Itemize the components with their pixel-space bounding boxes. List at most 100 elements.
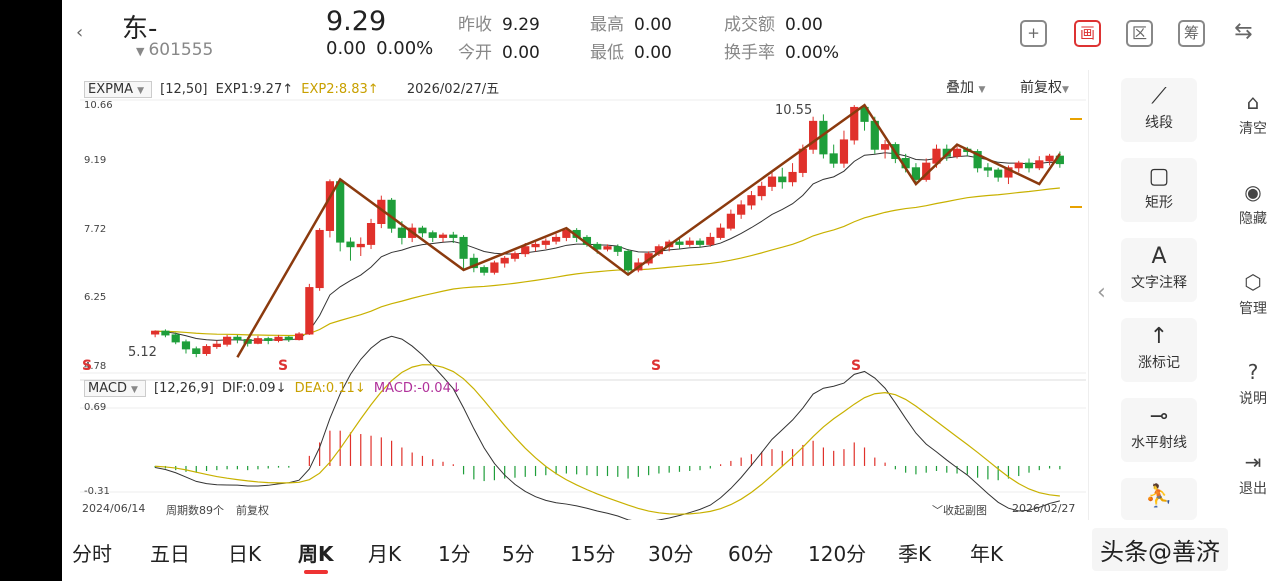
tab-30min[interactable]: 30分: [648, 542, 694, 566]
candle-body: [346, 241, 355, 248]
candle-body: [829, 153, 838, 164]
candle-body-fill: [758, 186, 766, 196]
tab-quarterly-k[interactable]: 季K: [898, 542, 932, 566]
candle-body: [994, 169, 1003, 178]
tab-daily-k[interactable]: 日K: [228, 542, 262, 566]
tab-1min[interactable]: 1分: [438, 542, 471, 566]
collapse-subchart-label: 收起副图: [943, 504, 987, 517]
chevron-left-icon[interactable]: ‹: [1097, 280, 1106, 305]
tab-5min[interactable]: 5分: [502, 542, 535, 566]
prev-close: 昨收 9.29: [458, 10, 540, 35]
turnover-rate: 换手率 0.00%: [724, 38, 839, 63]
tool-label: 线段: [1145, 115, 1173, 131]
tab-60min[interactable]: 60分: [728, 542, 774, 566]
tool-label: 矩形: [1145, 195, 1173, 211]
s-signal-mark: S: [851, 358, 862, 374]
price-change: 0.00 0.00%: [326, 38, 443, 59]
tab-intraday[interactable]: 分时: [72, 542, 112, 566]
candle-body: [192, 348, 201, 355]
candle-body: [911, 167, 921, 180]
candle-body: [181, 341, 191, 350]
action-label: 清空: [1239, 121, 1267, 137]
tab-15min[interactable]: 15分: [570, 542, 616, 566]
candle-body: [1024, 162, 1034, 169]
tool-more[interactable]: ⛹: [1121, 478, 1197, 520]
switch-device-icon[interactable]: ⇆: [1234, 19, 1253, 44]
tool-horizontal-ray[interactable]: ⊸ 水平射线: [1121, 398, 1197, 462]
exp1-value: EXP1:9.27↑: [215, 82, 294, 97]
y-axis-label: 6.25: [84, 292, 107, 303]
drawing-tools-panel: ‹ ⟋ 线段 ▢ 矩形 A 文字注释 ↑ 涨标记 ⊸ 水平射线 ⛹ ⌂ 清空 ◉ 隐藏 ⬡ 管理…: [1088, 70, 1280, 520]
exit-icon: ⇥: [1244, 450, 1262, 474]
candle-body-fill: [655, 246, 663, 254]
high-label: 最高: [590, 15, 624, 35]
candle-body: [860, 106, 869, 122]
candle-body-fill: [490, 262, 499, 273]
adjust-selector[interactable]: 前复权▼: [1020, 77, 1069, 97]
chips-icon[interactable]: 筹: [1178, 20, 1205, 47]
tab-yearly-k[interactable]: 年K: [970, 542, 1004, 566]
current-price: 9.29: [326, 6, 387, 37]
candle-body-fill: [809, 121, 817, 150]
chevron-down-icon: ﹀: [932, 504, 943, 517]
candle-body-fill: [377, 200, 385, 224]
y-axis-label: 10.66: [84, 100, 113, 111]
candle-body-fill: [881, 144, 889, 150]
low-value: 0.00: [634, 43, 672, 63]
tool-rectangle[interactable]: ▢ 矩形: [1121, 158, 1197, 222]
macd-indicator-row: MACD ▼ [12,26,9] DIF:0.09↓ DEA:0.11↓ MACD…: [84, 380, 466, 397]
candle-body: [973, 151, 982, 169]
caret-down-icon: ▼: [136, 45, 145, 58]
action-clear[interactable]: ⌂ 清空: [1225, 90, 1280, 138]
overlay-selector[interactable]: 叠加 ▼: [946, 77, 985, 97]
tool-segment[interactable]: ⟋ 线段: [1121, 78, 1197, 142]
stock-code-row[interactable]: ▼ 601555: [136, 40, 213, 60]
plus-icon[interactable]: +: [1020, 20, 1047, 47]
candle-body-fill: [1015, 163, 1023, 168]
exp2-value: EXP2:8.83↑: [301, 82, 379, 97]
app-screen: ‹ 东- ▼ 601555 9.29 0.00 0.00% 昨收 9.29 今开 0.0…: [62, 0, 1280, 581]
candle-body: [623, 250, 633, 271]
tab-monthly-k[interactable]: 月K: [368, 542, 402, 566]
caret-down-icon: ▼: [978, 85, 986, 95]
collapse-subchart-button[interactable]: ﹀收起副图: [932, 502, 987, 518]
tab-five-day[interactable]: 五日: [150, 542, 190, 566]
tool-text-note[interactable]: A 文字注释: [1121, 238, 1197, 302]
period-tabs: 分时 五日 日K 周K 月K 1分 5分 15分 30分 60分 120分 季K…: [62, 520, 1280, 581]
candle-body-fill: [521, 246, 529, 254]
candle-body-fill: [213, 344, 221, 347]
candle-body: [613, 246, 622, 252]
candle-body: [675, 241, 684, 245]
high-price: 最高 0.00: [590, 10, 672, 35]
stock-code: 601555: [148, 40, 214, 60]
kline-chart-area[interactable]: EXPMA ▼ [12,50] EXP1:9.27↑ EXP2:8.83↑ 202…: [80, 70, 1086, 520]
candle-body-fill: [223, 337, 231, 345]
macd-indicator-name: MACD: [88, 381, 127, 396]
action-help[interactable]: ? 说明: [1225, 360, 1280, 408]
action-exit[interactable]: ⇥ 退出: [1225, 450, 1280, 498]
back-icon[interactable]: ‹: [76, 22, 84, 43]
open-value: 0.00: [502, 43, 540, 63]
action-manage[interactable]: ⬡ 管理: [1225, 270, 1280, 318]
tool-label: 涨标记: [1138, 355, 1180, 371]
candle-body: [284, 336, 293, 341]
main-indicator-row: EXPMA ▼ [12,50] EXP1:9.27↑ EXP2:8.83↑ 202…: [84, 78, 503, 98]
candle-body: [428, 232, 437, 238]
action-label: 管理: [1239, 301, 1267, 317]
zone-icon[interactable]: 区: [1126, 20, 1153, 47]
main-indicator-selector[interactable]: EXPMA ▼: [84, 81, 152, 98]
candle-body-fill: [953, 149, 961, 157]
help-icon: ?: [1247, 360, 1259, 384]
candle-body-fill: [439, 235, 447, 238]
tab-120min[interactable]: 120分: [808, 542, 867, 566]
macd-indicator-selector[interactable]: MACD ▼: [84, 380, 146, 397]
action-hide[interactable]: ◉ 隐藏: [1225, 180, 1280, 228]
macd-value: MACD:-0.04↓: [373, 381, 462, 396]
draw-icon[interactable]: 画: [1074, 20, 1101, 47]
rise-mark-icon: ↑: [1149, 324, 1169, 349]
candle-body-fill: [840, 139, 848, 164]
candle-body-fill: [747, 195, 756, 205]
candle-body-fill: [716, 228, 725, 238]
tool-rise-mark[interactable]: ↑ 涨标记: [1121, 318, 1197, 382]
tab-weekly-k[interactable]: 周K: [298, 542, 334, 566]
